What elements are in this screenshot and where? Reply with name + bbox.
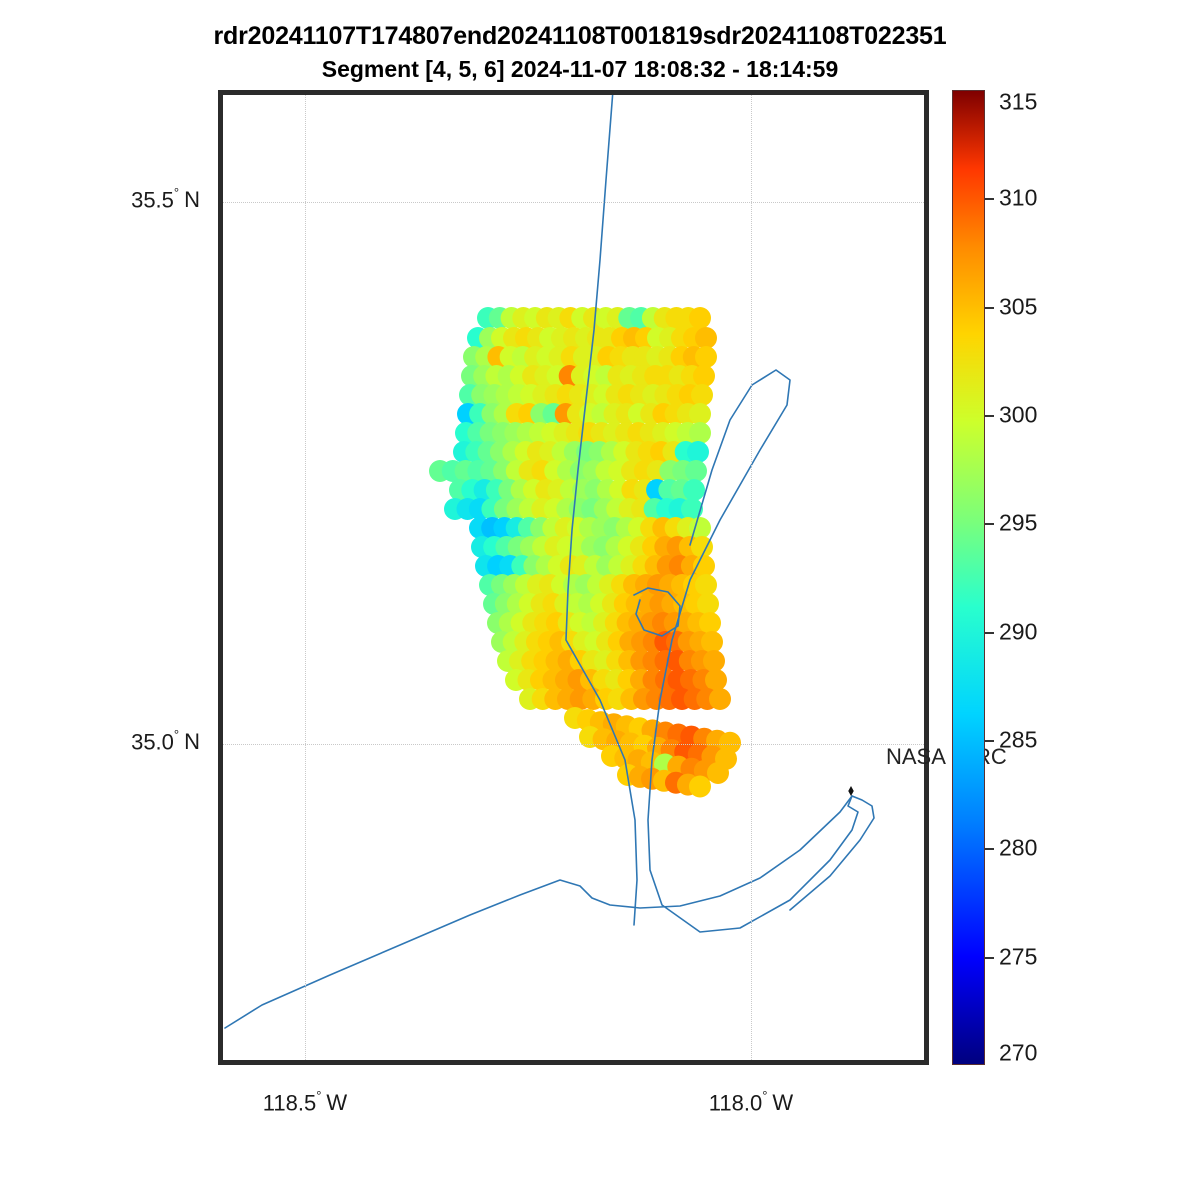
scatter-point — [693, 555, 715, 577]
scatter-point — [689, 775, 711, 798]
colorbar-tick-label: 300 — [999, 401, 1038, 428]
scatter-point — [691, 536, 713, 558]
longitude-gridline — [751, 95, 752, 1060]
colorbar-tick-label: 275 — [999, 943, 1038, 970]
colorbar-tick-label: 305 — [999, 293, 1038, 320]
scatter-point — [697, 593, 719, 615]
latitude-gridline — [223, 202, 924, 203]
colorbar[interactable] — [952, 90, 985, 1065]
scatter-point — [695, 346, 717, 368]
colorbar-tick-mark — [985, 848, 994, 851]
colorbar-tick-mark — [985, 198, 994, 201]
scatter-point — [689, 422, 711, 444]
colorbar-tick-mark — [985, 523, 994, 526]
scatter-point — [689, 403, 711, 425]
colorbar-tick-label: 295 — [999, 509, 1038, 536]
figure-title-block: rdr20241107T174807end20241108T001819sdr2… — [0, 22, 1160, 83]
scatter-point — [689, 517, 711, 539]
scatter-point — [695, 327, 717, 349]
place-marker-diamond-icon — [848, 786, 854, 796]
colorbar-tick-label: 280 — [999, 834, 1038, 861]
flight-track-line — [565, 95, 638, 926]
scatter-point — [681, 498, 703, 520]
colorbar-tick-mark — [985, 740, 994, 742]
figure-title-line1: rdr20241107T174807end20241108T001819sdr2… — [213, 22, 947, 50]
colorbar-tick-label: 285 — [999, 726, 1038, 753]
scatter-point — [689, 307, 711, 329]
colorbar-tick-mark — [985, 631, 994, 634]
scatter-point — [707, 762, 729, 784]
colorbar-gradient — [952, 90, 985, 1065]
colorbar-tick-label: 310 — [999, 184, 1038, 211]
scatter-point — [685, 460, 707, 482]
figure-subtitle: Segment [4, 5, 6] 2024-11-07 18:08:32 - … — [321, 56, 839, 82]
latitude-tick-label: 35.0° N — [131, 727, 200, 755]
longitude-tick-label: 118.5° W — [262, 1088, 348, 1116]
colorbar-tick-mark — [985, 956, 994, 959]
colorbar-tick-mark — [985, 415, 994, 417]
scatter-point — [701, 631, 723, 653]
flight-track-group — [224, 95, 875, 1029]
scatter-marker-group — [429, 307, 741, 798]
colorbar-tick-label: 290 — [999, 618, 1038, 645]
scatter-point — [687, 441, 709, 463]
colorbar-tick-mark — [985, 306, 994, 309]
longitude-gridline — [305, 95, 306, 1060]
colorbar-tick-label: 315 — [999, 88, 1038, 115]
scatter-point — [683, 479, 705, 501]
map-axes[interactable] — [218, 90, 929, 1065]
longitude-tick-label: 118.0° W — [708, 1088, 794, 1116]
flight-track-line — [647, 369, 875, 933]
latitude-tick-label: 35.5° N — [131, 185, 200, 213]
scatter-point — [693, 365, 715, 387]
place-label-nasa: NASA — [886, 744, 946, 769]
scatter-point — [695, 574, 717, 596]
map-canvas — [224, 95, 875, 1029]
map-plot-area — [223, 95, 924, 1060]
flight-track-line — [224, 795, 853, 1029]
colorbar-tick-label: 270 — [999, 1039, 1038, 1066]
flight-track-line — [633, 587, 681, 637]
scatter-point — [699, 612, 721, 634]
scatter-point — [705, 669, 727, 691]
latitude-gridline — [223, 744, 924, 745]
scatter-point — [703, 650, 725, 672]
scatter-point — [709, 688, 731, 710]
scatter-point — [691, 384, 713, 406]
